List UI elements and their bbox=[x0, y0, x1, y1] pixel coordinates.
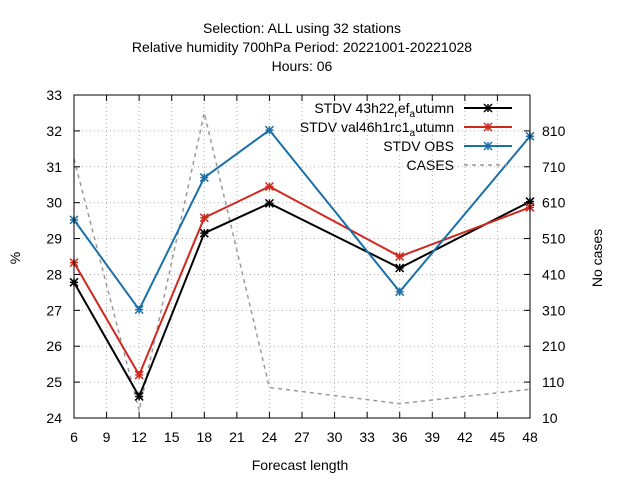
x-tick-label: 36 bbox=[392, 429, 408, 445]
y-tick-label: 31 bbox=[46, 159, 62, 175]
x-tick-label: 39 bbox=[424, 429, 440, 445]
y-tick-label: 26 bbox=[46, 338, 62, 354]
point-stroke bbox=[395, 263, 405, 273]
y2-tick-label: 510 bbox=[542, 231, 566, 247]
x-tick-label: 21 bbox=[229, 429, 245, 445]
data-point bbox=[395, 263, 405, 273]
data-point bbox=[134, 370, 144, 380]
data-point bbox=[395, 287, 405, 297]
title-line: Selection: ALL using 32 stations bbox=[203, 20, 401, 36]
x-tick-label: 42 bbox=[457, 429, 473, 445]
y2-tick-label: 610 bbox=[542, 195, 566, 211]
x-tick-label: 6 bbox=[70, 429, 78, 445]
point-stroke bbox=[483, 103, 493, 113]
series-line bbox=[73, 185, 531, 378]
point-stroke bbox=[199, 173, 209, 183]
data-point bbox=[483, 103, 493, 113]
x-axis-label: Forecast length bbox=[252, 457, 349, 473]
y2-tick-label: 710 bbox=[542, 159, 566, 175]
data-point bbox=[264, 125, 274, 135]
legend-label: STDV 43h22refautumn bbox=[314, 100, 454, 120]
data-point bbox=[264, 181, 274, 192]
legend-label-part: utumn bbox=[415, 119, 454, 135]
point-stroke bbox=[134, 305, 144, 315]
plot-series bbox=[69, 112, 535, 412]
legend-label: CASES bbox=[407, 157, 454, 173]
point-stroke bbox=[483, 141, 493, 151]
data-point bbox=[395, 251, 405, 262]
data-point bbox=[134, 391, 144, 401]
y-tick-label: 32 bbox=[46, 123, 62, 139]
data-point bbox=[199, 228, 209, 238]
series-line bbox=[73, 200, 531, 399]
y-tick-label: 33 bbox=[46, 87, 62, 103]
y-tick-label: 27 bbox=[46, 302, 62, 318]
data-point bbox=[483, 141, 493, 151]
series-cases bbox=[73, 112, 531, 412]
data-point bbox=[199, 213, 209, 223]
y2-tick-label: 110 bbox=[542, 374, 565, 390]
point-stroke bbox=[199, 228, 209, 238]
x-tick-label: 30 bbox=[327, 429, 343, 445]
legend-label-part: r bbox=[394, 109, 398, 120]
legend-label-part: a bbox=[410, 128, 416, 139]
series-line bbox=[73, 128, 531, 312]
legend-label: STDV val46h1rc1autumn bbox=[300, 119, 454, 139]
x-tick-label: 45 bbox=[490, 429, 506, 445]
x-tick-label: 33 bbox=[359, 429, 375, 445]
data-point bbox=[483, 122, 493, 132]
x-tick-label: 27 bbox=[294, 429, 310, 445]
y-tick-label: 30 bbox=[46, 195, 62, 211]
point-stroke bbox=[395, 251, 405, 262]
legend-label-part: STDV val46h1rc1 bbox=[300, 119, 410, 135]
data-point bbox=[199, 173, 209, 183]
y-axis-label: % bbox=[7, 252, 23, 264]
y-tick-label: 29 bbox=[46, 231, 62, 247]
y2-axis-label: No cases bbox=[589, 229, 605, 287]
axis-ticks: 6 9 12 15 18 21 24 27 30 33 36 39 42 45 48 24 25 26 27 28 29… bbox=[46, 87, 565, 445]
x-tick-label: 15 bbox=[164, 429, 180, 445]
point-stroke bbox=[264, 181, 274, 192]
point-stroke bbox=[134, 370, 144, 380]
data-point bbox=[134, 305, 144, 315]
data-point bbox=[264, 198, 274, 208]
point-stroke bbox=[264, 125, 274, 135]
y-tick-label: 24 bbox=[46, 410, 62, 426]
legend-label-part: utumn bbox=[415, 100, 454, 116]
y2-tick-label: 310 bbox=[542, 302, 566, 318]
point-stroke bbox=[134, 391, 144, 401]
y2-tick-label: 410 bbox=[542, 266, 566, 282]
legend-label-part: STDV OBS bbox=[383, 138, 454, 154]
x-tick-label: 12 bbox=[131, 429, 147, 445]
y2-tick-label: 210 bbox=[542, 338, 566, 354]
series-line bbox=[73, 112, 531, 412]
legend-label-part: STDV 43h22 bbox=[314, 100, 394, 116]
x-tick-label: 48 bbox=[522, 429, 538, 445]
series-stdv-val46h1rc1-autumn bbox=[69, 181, 535, 380]
x-tick-label: 18 bbox=[196, 429, 212, 445]
point-stroke bbox=[395, 287, 405, 297]
y-tick-label: 25 bbox=[46, 374, 62, 390]
title-line: Relative humidity 700hPa Period: 2022100… bbox=[132, 39, 472, 55]
legend-label-part: ef bbox=[398, 100, 410, 116]
x-tick-label: 24 bbox=[262, 429, 278, 445]
legend-label-part: a bbox=[410, 109, 416, 120]
y-tick-label: 28 bbox=[46, 266, 62, 282]
legend-label: STDV OBS bbox=[383, 138, 454, 154]
point-stroke bbox=[199, 213, 209, 223]
point-stroke bbox=[483, 122, 493, 132]
x-tick-label: 9 bbox=[103, 429, 111, 445]
y2-tick-label: 10 bbox=[542, 410, 558, 426]
y2-tick-label: 810 bbox=[542, 123, 566, 139]
chart-title: Selection: ALL using 32 stations Relative… bbox=[132, 20, 472, 74]
title-line: Hours: 06 bbox=[272, 58, 333, 74]
legend-label-part: CASES bbox=[407, 157, 454, 173]
point-stroke bbox=[264, 198, 274, 208]
